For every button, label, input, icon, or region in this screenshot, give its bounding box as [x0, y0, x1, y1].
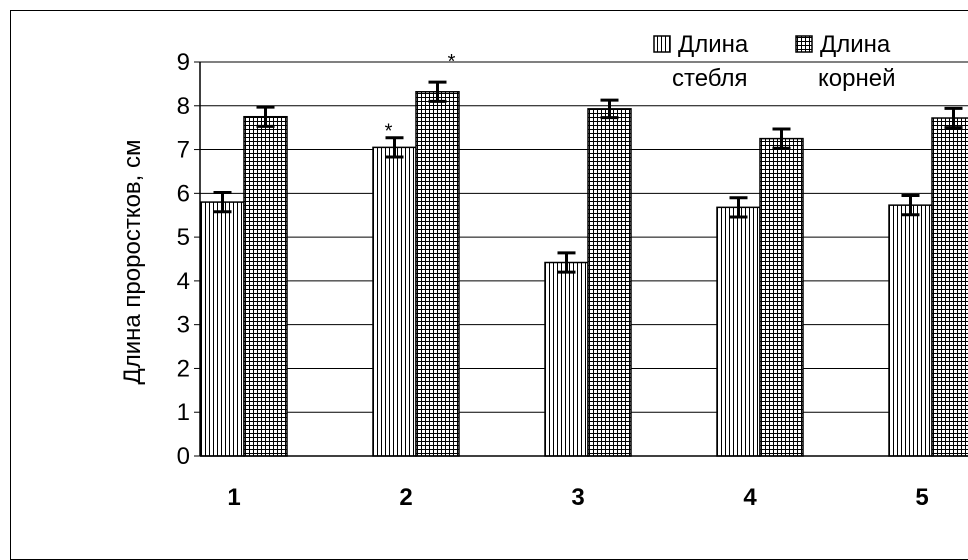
legend-label-line1: Длина [678, 31, 749, 58]
bar-series2-cat2 [415, 91, 460, 457]
bar-series1-cat2 [372, 146, 417, 457]
legend-swatch-series2 [795, 35, 813, 53]
bar-series2-cat3 [587, 108, 632, 457]
y-tick-label: 2 [177, 355, 190, 382]
bar-series1-cat4 [716, 206, 761, 457]
labels: 0 1 2 3 4 5 6 7 8 9 1 * * 2 3 4 5 Длина проростков, см [119, 49, 929, 511]
axes [194, 61, 968, 457]
y-tick-label: 3 [177, 312, 190, 339]
y-tick-label: 7 [177, 137, 190, 164]
legend-label-line2: корней [818, 65, 895, 92]
bar-series2-cat4 [759, 137, 804, 457]
significance-marker: * [385, 121, 393, 143]
y-tick-label: 8 [177, 93, 190, 120]
legend: Длина стебля Длина корней [653, 31, 895, 92]
y-tick-label: 9 [177, 49, 190, 76]
bar-series2-cat5 [931, 117, 968, 457]
y-tick-label: 5 [177, 224, 190, 251]
bar-series1-cat1 [200, 201, 245, 457]
bars [200, 80, 968, 457]
bar-series1-cat5 [888, 204, 933, 457]
y-tick-label: 1 [177, 399, 190, 426]
x-tick-label: 2 [399, 484, 412, 511]
chart-frame [10, 10, 968, 560]
bar-series2-cat1 [243, 115, 288, 457]
x-tick-label: 3 [571, 484, 584, 511]
bar-series1-cat3 [544, 261, 589, 457]
x-tick-label: 1 [227, 484, 240, 511]
significance-marker: * [448, 51, 456, 73]
legend-label-line2: стебля [672, 65, 747, 92]
legend-label-line1: Длина [820, 31, 891, 58]
legend-swatch-series1 [653, 35, 671, 53]
y-axis-label: Длина проростков, см [119, 139, 146, 384]
x-tick-label: 4 [743, 484, 757, 511]
x-tick-label: 5 [915, 484, 928, 511]
y-tick-label: 0 [177, 443, 190, 470]
bar-chart: 0 1 2 3 4 5 6 7 8 9 1 * * 2 3 4 5 Длина проростков, см Дл… [119, 31, 968, 511]
y-tick-label: 4 [177, 268, 190, 295]
y-tick-label: 6 [177, 180, 190, 207]
